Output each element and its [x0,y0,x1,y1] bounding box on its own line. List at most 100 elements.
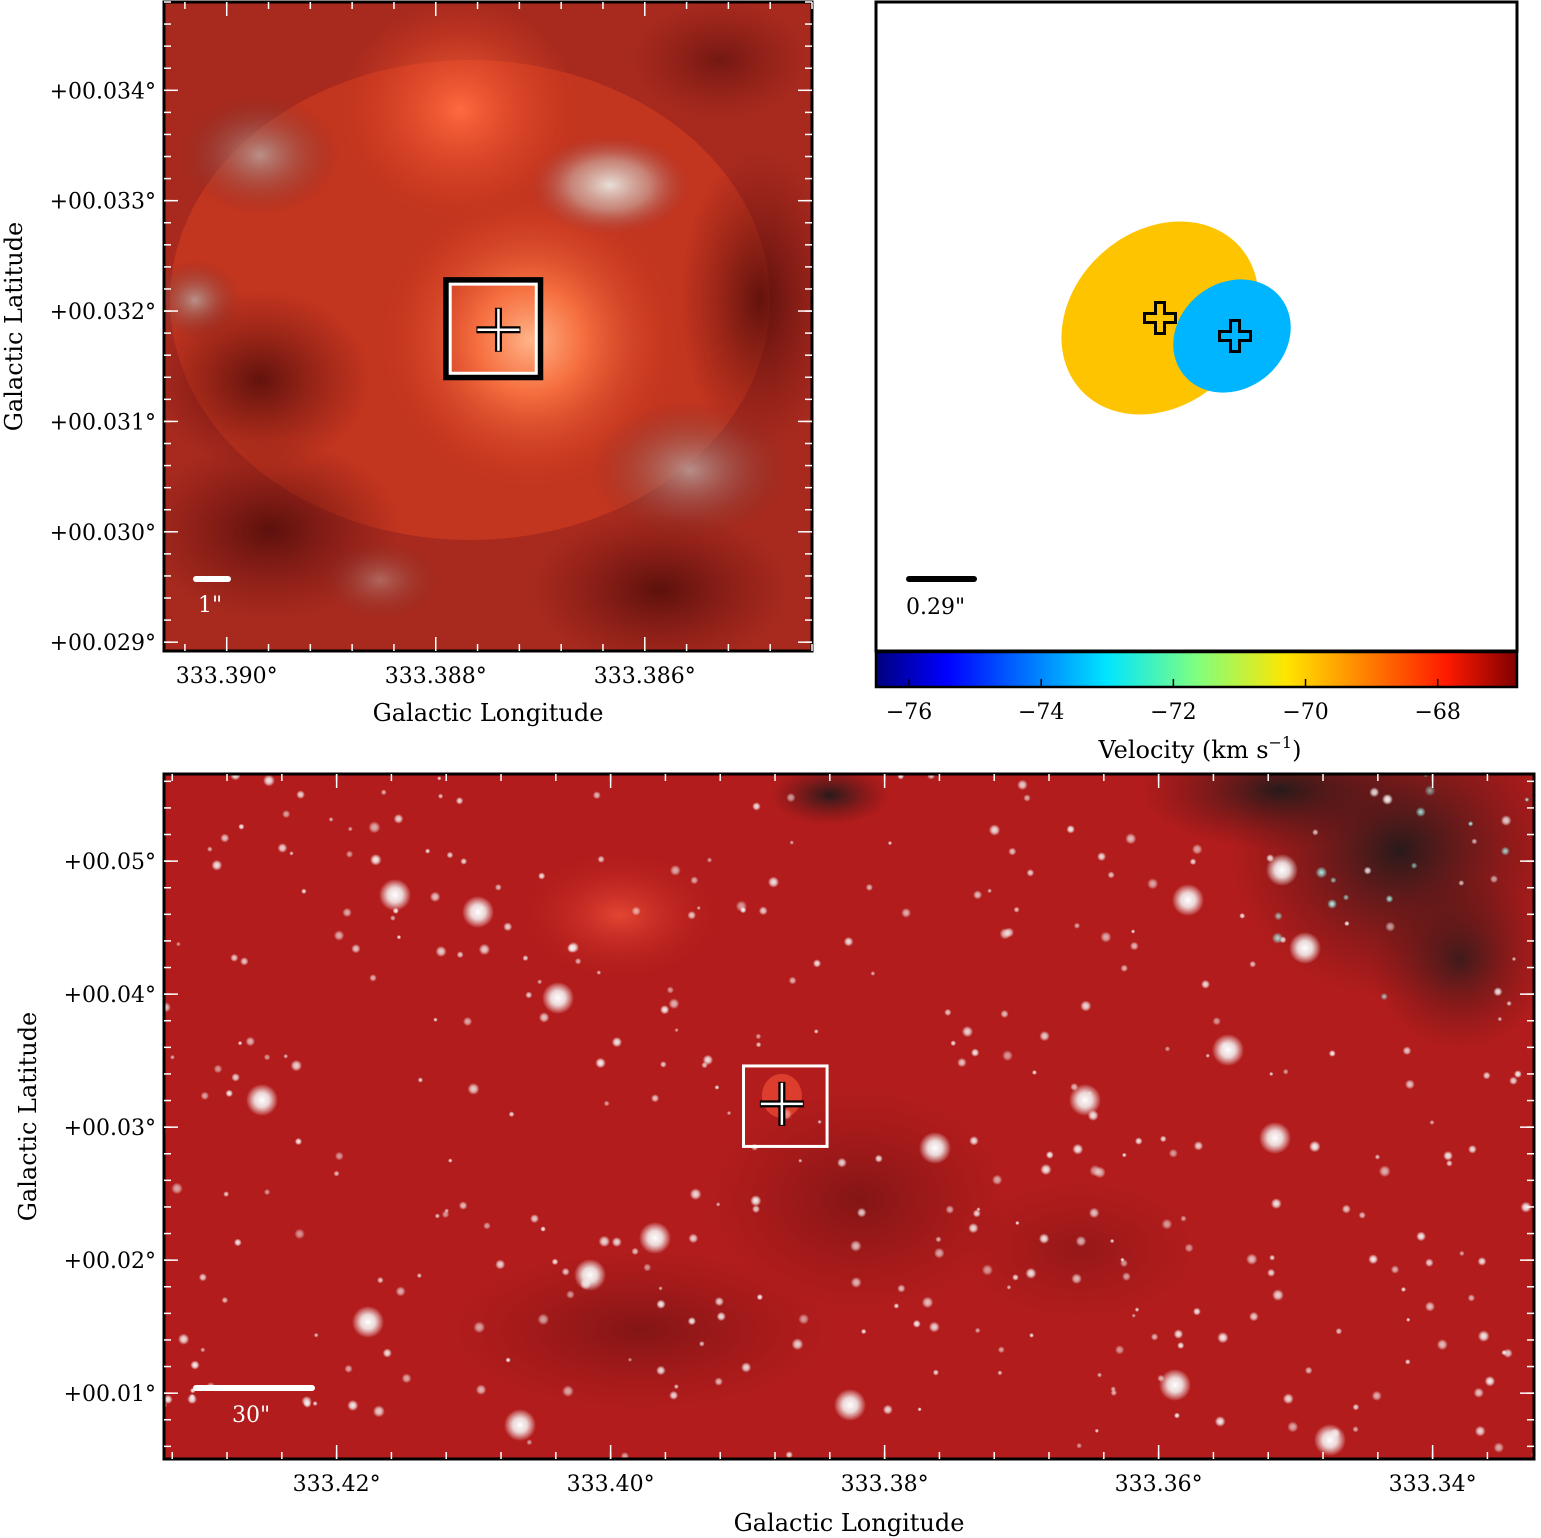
star [1039,1030,1050,1042]
star [1468,1144,1477,1154]
star [1378,1165,1391,1178]
star [674,1027,679,1033]
star [714,1296,724,1307]
star [1075,1235,1087,1247]
star [1330,877,1337,884]
star [658,1286,663,1291]
star [200,1347,206,1353]
star [1385,894,1394,903]
star [1308,1140,1321,1153]
star [1374,1154,1381,1160]
axis-ticks-bottom: 333.42° 333.40° 333.38° 333.36° 333.34° +00.0… [64,774,1534,1497]
tl-y-tick-label: +00.033° [50,190,156,215]
star [1271,932,1284,944]
star [992,1174,1003,1185]
star [1511,956,1517,962]
bright-star [462,896,494,928]
star [597,855,605,863]
star [752,802,761,811]
star [813,1029,819,1034]
star [1328,1050,1336,1057]
star [1134,1307,1140,1312]
star [1274,911,1283,921]
star [972,1209,981,1218]
star [785,1451,793,1459]
star [1272,1289,1284,1301]
star [789,840,794,845]
bright-star [504,1409,536,1441]
b-y-tick-label: +00.04° [64,983,156,1008]
star [932,1369,939,1376]
star [650,1094,660,1103]
star [856,1207,867,1218]
star [1212,1017,1221,1026]
star [714,1377,723,1386]
star [207,846,213,852]
star [503,922,513,932]
star [429,891,441,903]
star [1484,1375,1496,1387]
star [756,1293,763,1301]
star [290,1059,303,1072]
star [1342,894,1350,901]
star [262,774,275,787]
star [237,1040,243,1046]
inset-box-bottom [742,1064,829,1148]
bright-star [1212,1034,1244,1066]
star [221,1296,229,1304]
star [1097,1372,1102,1378]
star [395,1286,406,1297]
star [714,1084,720,1090]
star [1120,964,1128,973]
b-x-tick-label: 333.34° [1389,1472,1477,1497]
star [739,906,747,914]
star [223,1191,230,1197]
star [1129,941,1139,951]
tl-x-tick-label: 333.390° [176,664,278,689]
star [1180,1215,1187,1222]
star [1269,1254,1276,1261]
star [1500,846,1510,856]
star [631,1247,639,1256]
star [750,1195,762,1207]
star [611,1036,623,1048]
star [566,1290,575,1299]
bright-star [246,1084,278,1116]
star [372,1405,385,1418]
star [1385,921,1396,932]
star [435,945,447,958]
b-x-tick-label: 333.42° [293,1472,381,1497]
star-field [164,774,1534,1459]
star [177,1333,190,1345]
star [643,1263,652,1272]
star [970,1048,980,1057]
star [347,1399,359,1412]
star [751,1205,761,1214]
star [631,906,641,916]
image-bottom [164,774,1534,1459]
star [333,1170,340,1177]
star [1506,1000,1512,1007]
star [537,979,543,985]
bright-star [379,879,411,911]
star [1477,1330,1490,1342]
star [698,1340,705,1347]
b-x-tick-label: 333.40° [567,1472,655,1497]
star [382,1348,392,1358]
star [1443,1150,1453,1161]
x-axis-title-top-left: Galactic Longitude [373,699,604,727]
star [1436,1339,1448,1351]
star [1094,1428,1099,1433]
star [1368,1254,1379,1265]
star [1012,1274,1019,1281]
star [475,1384,487,1395]
star [1429,1119,1435,1125]
star [1131,929,1136,934]
star [817,1119,822,1124]
star [981,1264,994,1276]
star [997,1346,1005,1354]
colorbar-tick-label: −68 [1414,700,1460,725]
star [574,957,582,965]
colorbar-tick-label: −70 [1282,700,1328,725]
star [659,1061,667,1068]
